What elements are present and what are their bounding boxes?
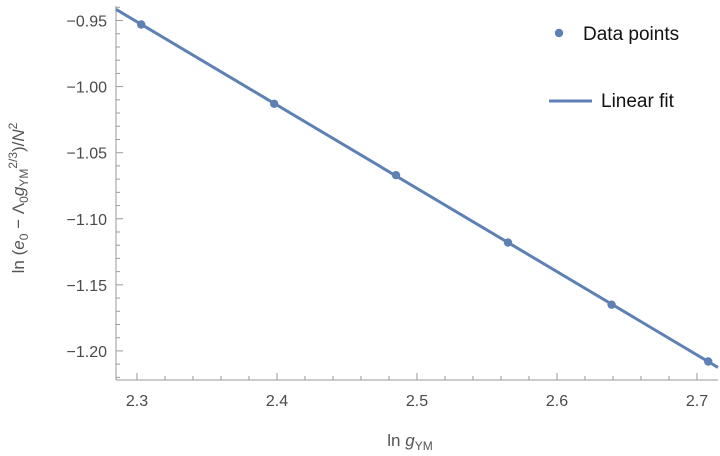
x-tick-label: 2.7 (686, 393, 708, 410)
legend-label-linear-fit: Linear fit (601, 91, 675, 112)
linear-fit-series (115, 8, 719, 369)
legend: Data points Linear fit (549, 24, 679, 112)
data-points-series (137, 20, 713, 366)
y-tick-label: −0.95 (67, 14, 108, 31)
y-tick-label: −1.15 (67, 278, 108, 295)
x-tick-label: 2.3 (126, 393, 148, 410)
y-axis-label: ln (e0 − Λ0gYM2/3)/N2 (6, 122, 31, 273)
y-tick-label: −1.05 (67, 146, 108, 163)
x-axis-label-sub: YM (415, 439, 433, 453)
x-tick-label: 2.4 (266, 393, 288, 410)
x-tick-label: 2.5 (406, 393, 428, 410)
data-point (137, 20, 146, 29)
x-axis-label-base: ln (387, 431, 405, 450)
data-point (503, 238, 513, 247)
linear-fit-line (115, 8, 719, 369)
legend-marker-data-points (554, 28, 564, 38)
x-tick-label: 2.6 (546, 393, 568, 410)
data-point (607, 300, 616, 309)
data-point (391, 170, 401, 180)
y-tick-label: −1.10 (67, 212, 108, 229)
y-tick-label: −1.00 (67, 80, 108, 97)
y-axis-ticks: −0.95 −1.00 −1.05 −1.10 −1.15 −1.20 (67, 6, 123, 378)
x-axis-label: ln gYM (387, 431, 432, 453)
y-tick-label: −1.20 (67, 344, 108, 361)
data-point (704, 357, 713, 366)
legend-label-data-points: Data points (583, 24, 679, 45)
x-axis-ticks: 2.3 2.4 2.5 2.6 2.7 (126, 373, 708, 410)
data-point (270, 99, 279, 108)
x-axis-label-var: g (405, 431, 415, 450)
